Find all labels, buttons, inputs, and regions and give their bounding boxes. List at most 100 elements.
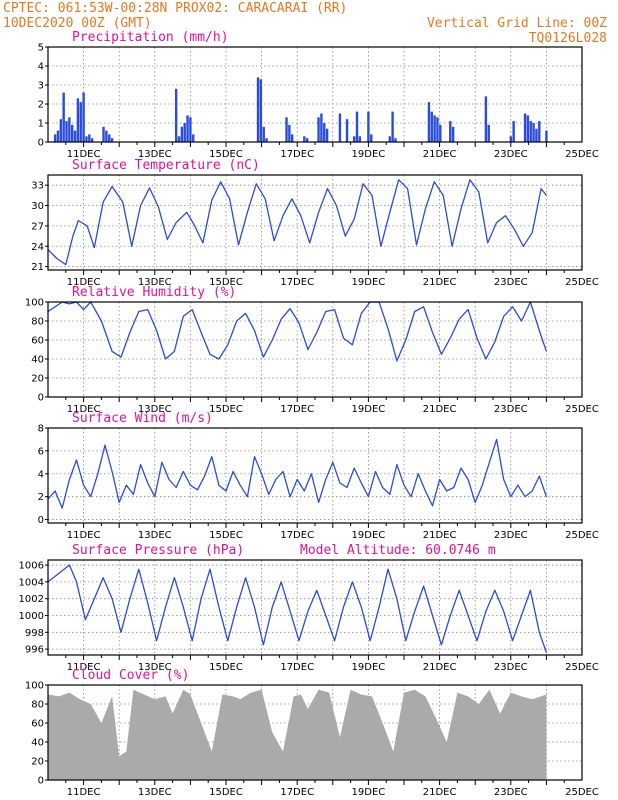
precipitation-bar bbox=[288, 124, 291, 142]
precipitation-bar bbox=[82, 92, 85, 142]
precipitation-bar bbox=[358, 136, 362, 142]
precipitation-bar bbox=[265, 138, 268, 142]
cloud-xtick-label: 21DEC bbox=[423, 787, 457, 798]
precipitation-bar bbox=[526, 115, 530, 142]
precipitation-bar bbox=[449, 121, 452, 142]
wind-xtick-label: 21DEC bbox=[423, 530, 457, 541]
wind-ytick-label: 2 bbox=[38, 492, 44, 503]
pressure-xtick-label: 15DEC bbox=[209, 662, 243, 673]
precipitation-bar bbox=[88, 134, 91, 142]
humidity-panel: 0 20 40 60 80 100 11DEC 13DEC 15DEC 17DEC 19DEC 21D… bbox=[25, 285, 599, 415]
precipitation-bar bbox=[512, 121, 515, 142]
cloud-xtick-label: 23DEC bbox=[494, 787, 528, 798]
precipitation-bar bbox=[53, 134, 57, 142]
precipitation-bar bbox=[303, 136, 306, 142]
cloud-area bbox=[48, 689, 547, 780]
precipitation-bar bbox=[79, 102, 82, 142]
cloud-ytick-label: 20 bbox=[31, 757, 44, 768]
wind-ytick-label: 6 bbox=[38, 446, 44, 457]
temperature-line bbox=[47, 179, 547, 266]
pressure-line bbox=[47, 564, 548, 653]
precipitation-bar bbox=[523, 113, 527, 142]
precipitation-bar bbox=[256, 77, 260, 142]
temperature-ytick-label: 24 bbox=[31, 242, 44, 253]
header-station-line: CPTEC: 061:53W-00:28N PROX02: CARACARAI … bbox=[3, 1, 347, 16]
pressure-title: Surface Pressure (hPa) bbox=[72, 543, 244, 558]
cloud-ytick-label: 80 bbox=[31, 700, 44, 711]
humidity-ytick-label: 0 bbox=[38, 393, 44, 404]
pressure-ytick-label: 998 bbox=[25, 628, 44, 639]
precipitation-bar bbox=[102, 126, 105, 142]
humidity-line bbox=[47, 301, 548, 362]
pressure-xtick-label: 19DEC bbox=[352, 662, 386, 673]
precipitation-bar bbox=[345, 119, 349, 142]
pressure-ytick-label: 996 bbox=[25, 645, 44, 656]
precipitation-bar bbox=[484, 96, 488, 142]
precipitation-xtick-label: 13DEC bbox=[138, 149, 172, 160]
precipitation-bar bbox=[56, 130, 60, 142]
precipitation-panel: 0 1 2 3 4 5 11DEC 13DEC 15DEC 17DEC 19DEC 21DEC 23DE… bbox=[38, 30, 599, 160]
humidity-ytick-label: 80 bbox=[31, 317, 44, 328]
precipitation-bar bbox=[259, 79, 263, 142]
pressure-xtick-label: 23DEC bbox=[494, 662, 528, 673]
wind-ytick-label: 0 bbox=[38, 515, 44, 526]
humidity-xtick-label: 15DEC bbox=[209, 404, 243, 415]
cloud-ytick-label: 0 bbox=[38, 776, 44, 787]
wind-xtick-label: 13DEC bbox=[138, 530, 172, 541]
cloud-xtick-label: 25DEC bbox=[565, 787, 599, 798]
pressure-xtick-label: 11DEC bbox=[67, 662, 101, 673]
header-code: TQ0126L028 bbox=[529, 31, 607, 46]
precipitation-bar bbox=[262, 126, 265, 142]
cloud-ytick-label: 100 bbox=[25, 681, 44, 692]
pressure-ytick-label: 1006 bbox=[19, 561, 44, 572]
humidity-xtick-label: 13DEC bbox=[138, 404, 172, 415]
precipitation-bar bbox=[439, 124, 442, 142]
cloud-xtick-label: 17DEC bbox=[280, 787, 314, 798]
precipitation-bar bbox=[317, 117, 320, 142]
temperature-xtick-label: 21DEC bbox=[423, 277, 457, 288]
precipitation-frame bbox=[47, 46, 583, 143]
precipitation-bar bbox=[391, 111, 394, 142]
precipitation-bar bbox=[305, 138, 309, 142]
precipitation-bar bbox=[68, 117, 71, 142]
humidity-frame bbox=[47, 301, 583, 398]
header-grid-note: Vertical Grid Line: 00Z bbox=[427, 16, 607, 31]
humidity-ytick-label: 40 bbox=[31, 355, 44, 366]
cloud-xtick-label: 11DEC bbox=[67, 787, 101, 798]
wind-xtick-label: 11DEC bbox=[67, 530, 101, 541]
wind-panel: 0 2 4 6 8 11DEC 13DEC 15DEC 17DEC 19DEC 21DEC 23DEC… bbox=[38, 411, 599, 541]
precipitation-ytick-label: 1 bbox=[38, 119, 44, 130]
pressure-annotation: Model Altitude: 60.0746 m bbox=[300, 543, 496, 558]
precipitation-bar bbox=[538, 121, 541, 142]
wind-xtick-label: 25DEC bbox=[565, 530, 599, 541]
cloud-title: Cloud Cover (%) bbox=[72, 668, 189, 683]
precipitation-ytick-label: 2 bbox=[38, 100, 44, 111]
pressure-xtick-label: 13DEC bbox=[138, 662, 172, 673]
precipitation-xtick-label: 23DEC bbox=[494, 149, 528, 160]
precipitation-bar bbox=[189, 117, 192, 142]
precipitation-ytick-label: 3 bbox=[38, 81, 44, 92]
precipitation-bar bbox=[177, 136, 181, 142]
precipitation-bar bbox=[394, 138, 397, 142]
humidity-ytick-label: 20 bbox=[31, 374, 44, 385]
temperature-ytick-label: 30 bbox=[31, 201, 44, 212]
wind-line bbox=[47, 438, 548, 509]
precipitation-xtick-label: 19DEC bbox=[352, 149, 386, 160]
cloud-ytick-label: 40 bbox=[31, 738, 44, 749]
humidity-xtick-label: 25DEC bbox=[565, 404, 599, 415]
temperature-title: Surface Temperature (nC) bbox=[72, 158, 260, 173]
temperature-ytick-label: 21 bbox=[31, 262, 44, 273]
pressure-xtick-label: 21DEC bbox=[423, 662, 457, 673]
precipitation-xtick-label: 21DEC bbox=[423, 149, 457, 160]
humidity-ytick-label: 100 bbox=[25, 298, 44, 309]
humidity-title: Relative Humidity (%) bbox=[72, 285, 236, 300]
precipitation-bar bbox=[545, 130, 548, 142]
precipitation-bar bbox=[338, 113, 342, 142]
temperature-ytick-label: 33 bbox=[31, 181, 44, 192]
precipitation-title: Precipitation (mm/h) bbox=[72, 30, 229, 45]
precipitation-bar bbox=[323, 123, 326, 142]
precipitation-bar bbox=[532, 123, 535, 142]
precipitation-bar bbox=[367, 111, 370, 142]
pressure-ytick-label: 1004 bbox=[19, 577, 44, 588]
